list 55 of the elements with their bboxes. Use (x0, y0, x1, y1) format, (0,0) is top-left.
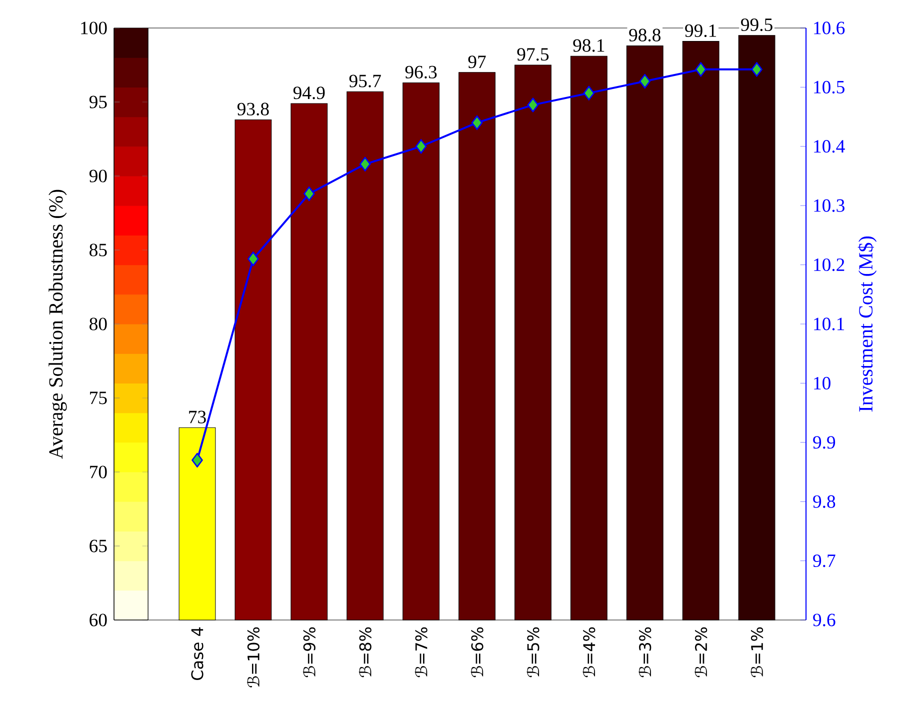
x-tick-label: ℬ=7% (414, 627, 428, 678)
x-tick-label: ℬ=10% (246, 627, 260, 688)
data-label: 98.1 (573, 39, 604, 52)
color-bar-label: 65 (90, 540, 107, 552)
y2-tick-label: 9.9 (813, 436, 836, 449)
y2-tick-label: 9.7 (813, 554, 836, 568)
y2-tick-label: 9.6 (813, 614, 836, 626)
color-bar-label: 80 (90, 318, 107, 330)
color-bar-label: 85 (90, 244, 107, 256)
x-tick-label: ℬ=2% (694, 627, 708, 678)
point (695, 62, 706, 77)
y2-tick-label: 10.3 (814, 199, 844, 212)
y-axis-title: Average Solution Robustness (%) (48, 190, 67, 459)
point (192, 452, 203, 468)
point (248, 252, 259, 266)
data-label: 98.8 (629, 28, 660, 42)
point (471, 115, 483, 130)
x-tick-label: ℬ=1% (750, 627, 764, 678)
point (583, 86, 595, 100)
x-tick-label: ℬ=5% (526, 627, 540, 678)
point (359, 156, 371, 172)
x-tick-label: ℬ=9% (302, 627, 316, 678)
x-tick-label: ℬ=3% (638, 627, 652, 678)
data-label: 95.7 (349, 74, 381, 88)
y2-tick-label: 10 (814, 376, 830, 390)
data-label: 94.9 (293, 86, 325, 100)
data-label: 73 (189, 410, 206, 424)
y2-tick-label: 9.8 (813, 495, 836, 508)
y2-axis-title: Investment Cost (M$) (858, 236, 877, 412)
color-bar-label: 70 (90, 466, 107, 478)
color-bar-label: 100 (81, 22, 107, 34)
point (303, 186, 315, 202)
color-bar-label: 95 (89, 96, 107, 108)
point (527, 98, 539, 112)
point (751, 62, 762, 77)
data-label: 96.3 (405, 66, 437, 78)
data-label: 93.8 (237, 102, 269, 116)
color-bar-label: 60 (90, 614, 107, 626)
data-label: 99.1 (685, 24, 716, 38)
y2-tick-label: 10.2 (814, 258, 844, 272)
x-tick-label: ℬ=8% (358, 627, 372, 678)
data-label: 99.5 (741, 18, 772, 32)
point (639, 74, 651, 89)
y2-tick-label: 10.1 (814, 318, 844, 330)
color-bar-label: 75 (90, 392, 107, 404)
x-tick-label: ℬ=6% (470, 627, 484, 678)
y2-tick-label: 10.6 (814, 22, 845, 34)
y2-tick-label: 10.5 (814, 80, 844, 94)
y2-tick-label: 10.4 (814, 140, 845, 153)
color-bar-label: 90 (89, 170, 107, 182)
x-tick-label: Case 4 (191, 627, 204, 680)
data-label: 97.5 (517, 48, 549, 61)
data-label: 97 (468, 56, 486, 68)
x-tick-label: ℬ=4% (582, 627, 596, 678)
point (415, 139, 427, 154)
